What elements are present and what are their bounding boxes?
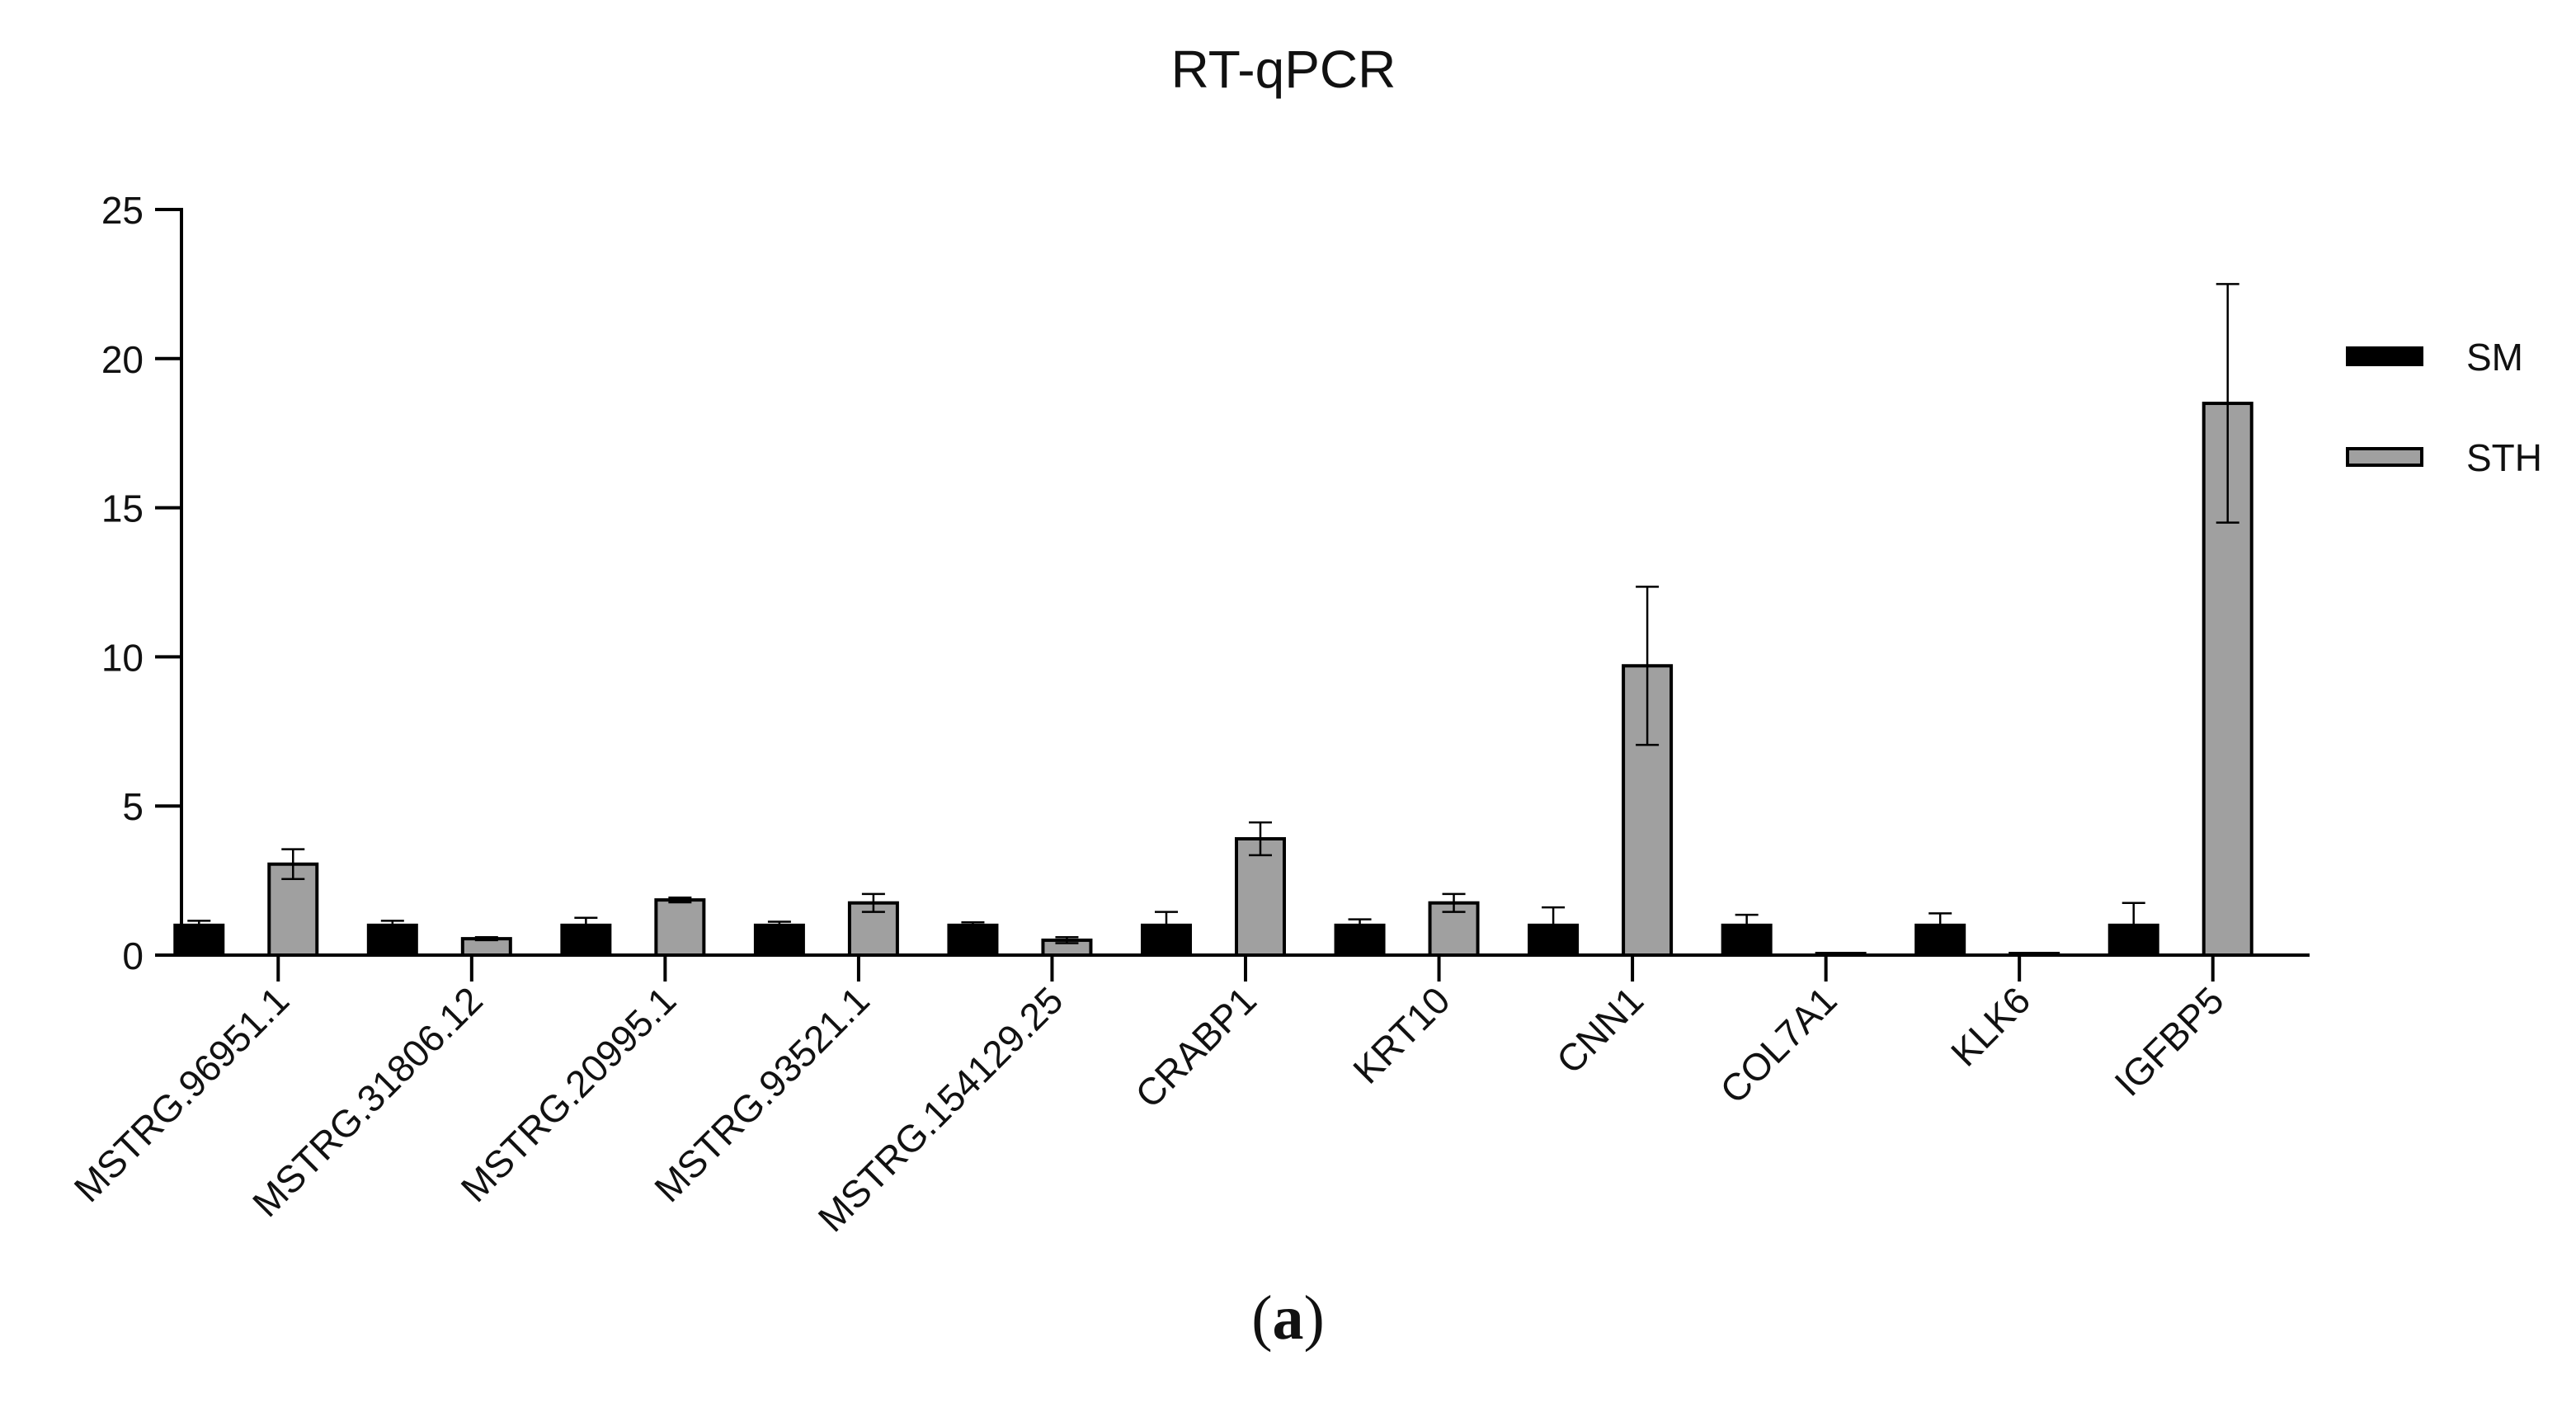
- axes: 0510152025MSTRG.96951.1MSTRG.31806.12MST…: [66, 189, 2310, 1240]
- y-tick-label: 10: [101, 636, 144, 679]
- y-tick-label: 15: [101, 487, 144, 530]
- legend: SM STH: [2346, 336, 2542, 479]
- bar-sm: [1141, 923, 1192, 957]
- bar-sth: [1235, 836, 1286, 958]
- panel-label: (a): [1251, 1283, 1325, 1353]
- x-tick-label: KLK6: [1943, 978, 2038, 1074]
- y-tick-label: 0: [122, 934, 144, 977]
- legend-label-sm: SM: [2466, 336, 2523, 379]
- x-tick-label: CNN1: [1548, 978, 1651, 1081]
- bar-sth: [2202, 402, 2253, 958]
- bar-sm: [753, 923, 805, 957]
- x-tick-label: IGFBP5: [2106, 978, 2231, 1104]
- legend-swatch-sm: [2346, 346, 2423, 366]
- bar-sth: [654, 898, 706, 957]
- y-tick-label: 5: [122, 785, 144, 828]
- x-tick-label: COL7A1: [1712, 978, 1845, 1112]
- panel-letter: a: [1272, 1283, 1304, 1353]
- legend-label-sth: STH: [2466, 436, 2542, 479]
- y-tick-label: 20: [101, 338, 144, 381]
- y-tick-label: 25: [101, 189, 144, 232]
- bar-sm: [947, 923, 999, 957]
- bars-group: [173, 283, 2253, 958]
- x-tick-label: KRT10: [1345, 978, 1458, 1091]
- chart-title: RT-qPCR: [1171, 40, 1396, 99]
- legend-swatch-sth: [2346, 447, 2423, 467]
- x-tick-label: CRABP1: [1127, 978, 1264, 1116]
